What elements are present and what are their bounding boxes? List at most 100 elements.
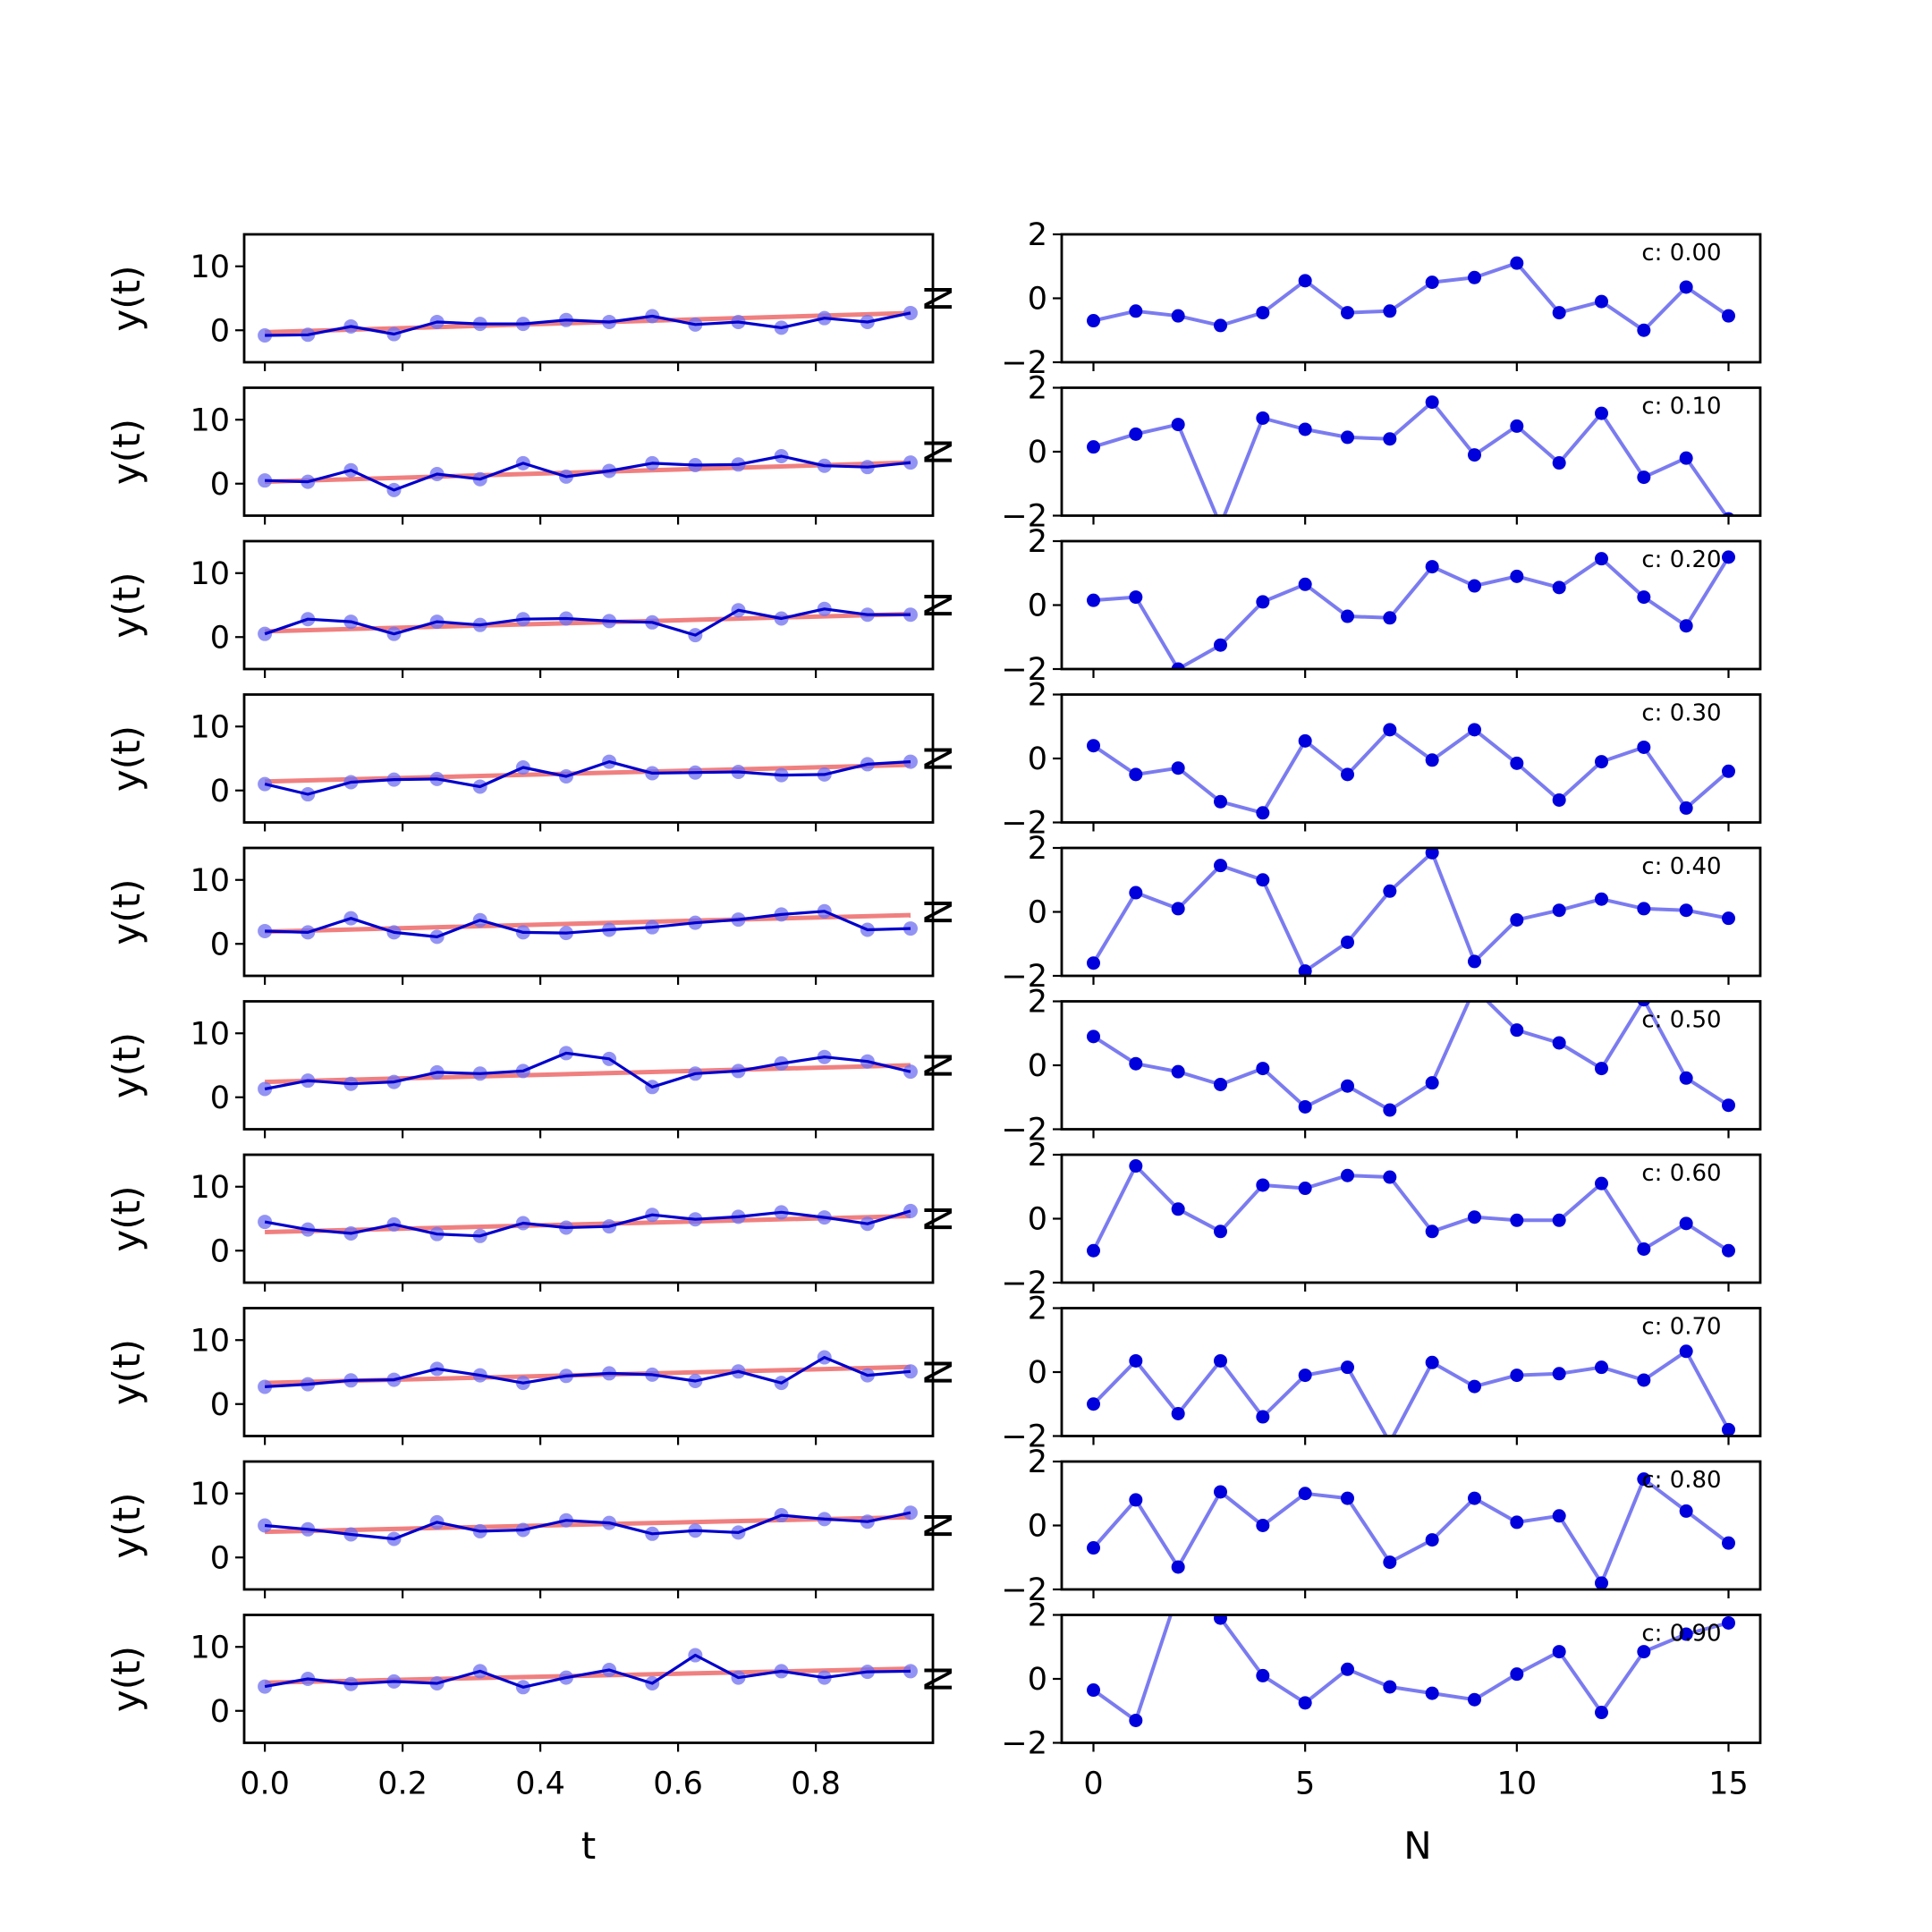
left-panel-frame <box>242 1000 935 1131</box>
right-panel-8: −2 0 2 Nc: 0.80 <box>917 1445 1762 1608</box>
residual-point <box>1341 1662 1354 1676</box>
residual-point <box>1510 1368 1524 1383</box>
residual-point <box>1214 1485 1227 1499</box>
residual-point <box>1341 306 1354 320</box>
right-x-axis-label: N <box>1403 1824 1431 1868</box>
residual-line <box>1092 1001 1730 1112</box>
right-y-axis-label: N <box>917 1205 961 1233</box>
right-y-axis-label: N <box>917 1051 961 1079</box>
data-point <box>258 473 273 488</box>
residual-line <box>1093 555 1731 669</box>
data-series-line <box>265 910 911 939</box>
residual-point <box>1637 470 1651 485</box>
residual-point <box>1256 411 1270 425</box>
right-y-axis-label: N <box>917 1358 961 1385</box>
data-series-line <box>265 311 911 337</box>
residual-point <box>1468 270 1481 284</box>
residual-point <box>1214 1353 1227 1368</box>
y-tick-label: 10 <box>190 1170 230 1206</box>
left-panel-0: 0 10 y(t) <box>105 233 935 371</box>
right-panel-7: −2 0 2 Nc: 0.70 <box>917 1292 1762 1455</box>
residual-point <box>1722 1243 1735 1258</box>
residual-point <box>1214 1077 1227 1091</box>
residual-point <box>1129 1159 1143 1174</box>
right-plot-area-3 <box>1087 723 1735 820</box>
left-panel-4: 0 10 y(t) <box>105 846 935 985</box>
y-tick-label: −2 <box>1001 652 1047 688</box>
y-tick-label: 2 <box>1028 524 1047 560</box>
residual-point <box>1510 256 1524 270</box>
left-panel-9: 0 10 0.0 0.2 0.4 0.6 0.8 y(t) <box>105 1614 935 1802</box>
residual-point <box>1679 801 1693 815</box>
left-y-axis-label: y(t) <box>105 1646 148 1712</box>
left-panel-frame <box>242 386 935 517</box>
y-tick-label: −2 <box>1001 1266 1047 1301</box>
left-x-axis-label: t <box>581 1824 596 1868</box>
y-tick-label: 0 <box>1028 589 1047 624</box>
residual-point <box>1637 1001 1651 1007</box>
residual-point <box>1552 792 1566 807</box>
left-panel-frame <box>242 693 935 824</box>
residual-point <box>1425 1355 1439 1369</box>
residual-point <box>1383 1436 1396 1449</box>
residual-point <box>1341 609 1354 623</box>
right-y-axis-label: N <box>917 1665 961 1692</box>
left-panel-frame <box>242 1460 935 1591</box>
y-tick-label: 10 <box>190 402 230 438</box>
x-tick-label: 0.0 <box>240 1767 290 1802</box>
left-plot-area-3 <box>258 754 918 802</box>
residual-point <box>1087 1243 1100 1258</box>
residual-point <box>1468 1210 1481 1224</box>
left-panel-frame <box>242 1153 935 1284</box>
residual-point <box>1383 1555 1397 1570</box>
residual-point <box>1087 314 1100 328</box>
residual-point <box>1171 1560 1185 1574</box>
residual-point <box>1679 280 1693 294</box>
residual-point <box>1722 1536 1735 1550</box>
residual-point <box>1722 550 1735 564</box>
residual-point <box>1341 1168 1354 1182</box>
y-tick-label: 10 <box>190 1016 230 1052</box>
residual-point <box>1637 323 1651 337</box>
fit-line <box>265 762 911 784</box>
fit-line <box>265 460 911 485</box>
y-tick-label: −2 <box>1001 499 1047 535</box>
residual-point <box>1129 590 1143 605</box>
residual-point <box>1256 595 1270 609</box>
left-y-axis-label: y(t) <box>105 572 148 638</box>
y-tick-label: 0 <box>210 620 230 656</box>
left-y-axis-label: y(t) <box>105 1185 148 1251</box>
residual-point <box>1256 873 1270 887</box>
x-tick-label: 5 <box>1295 1767 1315 1802</box>
residual-point <box>1171 309 1185 323</box>
residual-point <box>1087 956 1100 970</box>
y-tick-label: 0 <box>210 467 230 503</box>
left-y-axis-label: y(t) <box>105 878 148 945</box>
residual-point <box>1256 1410 1270 1424</box>
fit-line <box>265 1063 911 1085</box>
residual-point <box>1341 767 1354 782</box>
residual-point <box>1087 593 1100 607</box>
residual-point <box>1383 884 1397 898</box>
y-tick-label: 10 <box>190 250 230 285</box>
residual-point <box>1383 1680 1397 1694</box>
residual-line <box>1093 261 1730 333</box>
residual-point <box>1552 1213 1566 1227</box>
y-tick-label: 10 <box>190 1323 230 1359</box>
residual-point <box>1722 764 1735 778</box>
residual-point <box>1256 1668 1270 1682</box>
residual-point <box>1129 767 1143 782</box>
residual-point <box>1425 395 1439 410</box>
right-plot-area-9 <box>1087 1614 1735 1727</box>
residual-point <box>1171 662 1185 669</box>
c-annotation: c: 0.50 <box>1641 1007 1721 1034</box>
left-y-axis-label: y(t) <box>105 419 148 485</box>
residual-line <box>1092 727 1730 815</box>
residual-point <box>1214 1614 1227 1625</box>
residual-point <box>1298 1182 1312 1196</box>
residual-point <box>1214 859 1227 873</box>
left-panel-1: 0 10 y(t) <box>105 386 935 525</box>
residual-point <box>1468 448 1481 462</box>
left-panel-frame <box>242 233 935 364</box>
residual-point <box>1468 723 1481 737</box>
